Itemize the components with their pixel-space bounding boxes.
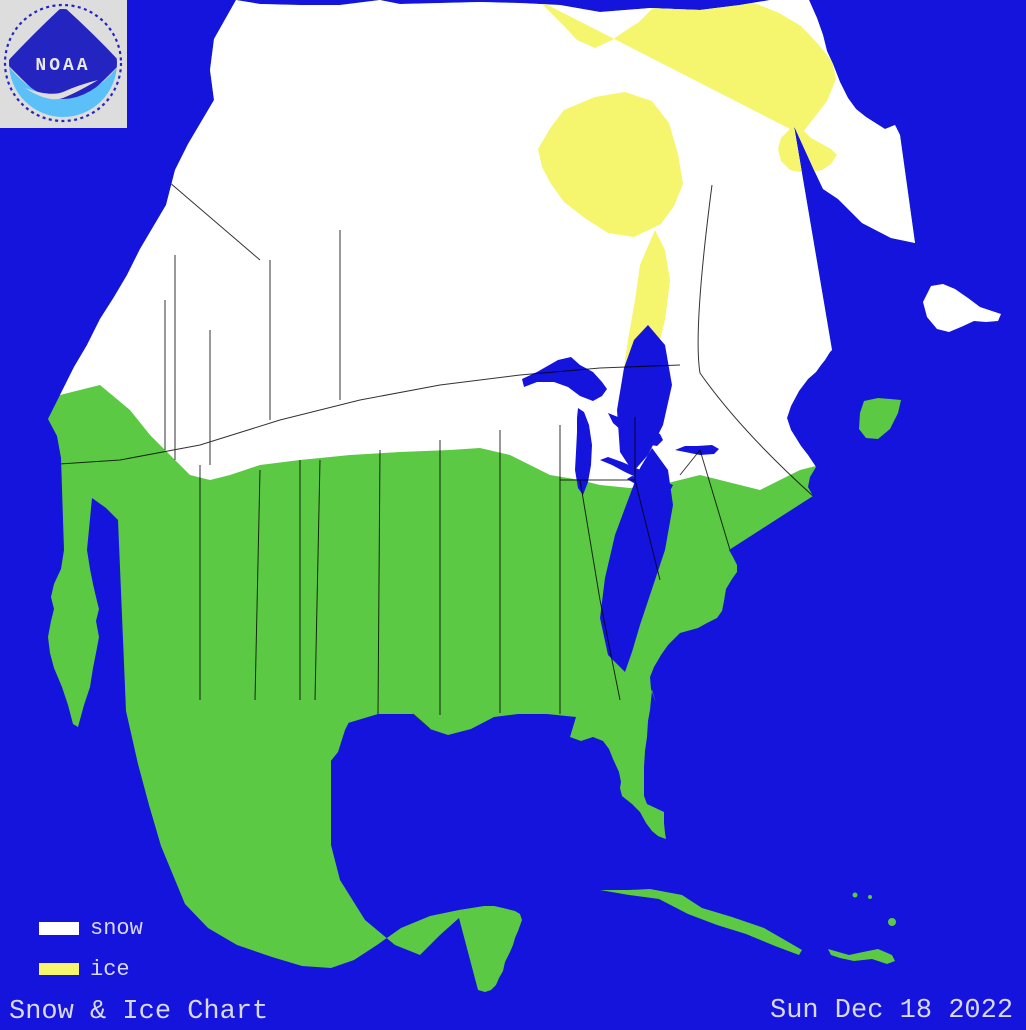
svg-text:snow: snow	[90, 916, 143, 941]
svg-text:NOAA: NOAA	[35, 56, 90, 76]
svg-text:Sun Dec 18 2022: Sun Dec 18 2022	[770, 996, 1013, 1026]
svg-text:Snow & Ice Chart: Snow & Ice Chart	[9, 997, 268, 1027]
svg-text:ice: ice	[90, 957, 130, 982]
